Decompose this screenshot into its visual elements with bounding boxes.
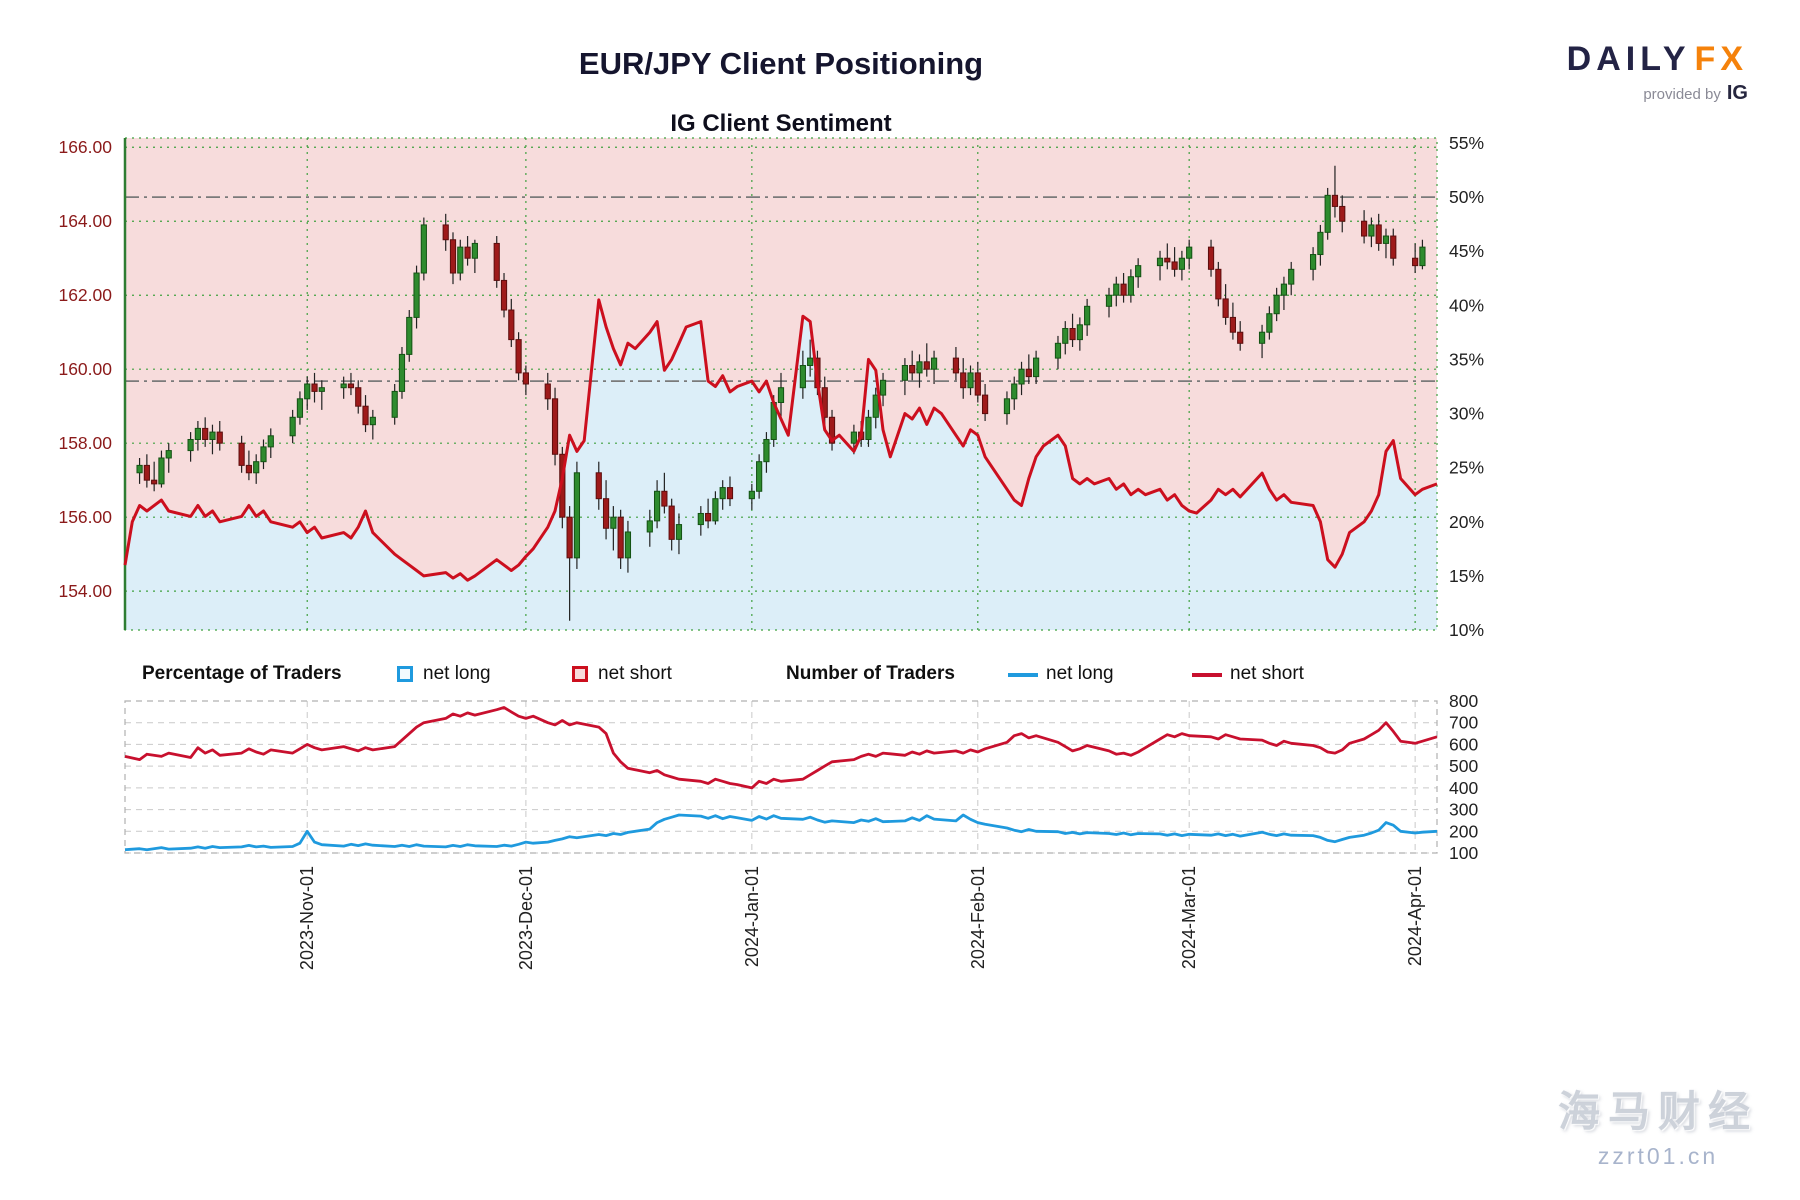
dailyfx-logo: DAILY FX provided by IG — [1567, 40, 1748, 105]
svg-text:20%: 20% — [1449, 512, 1484, 532]
svg-text:400: 400 — [1449, 778, 1478, 798]
svg-text:2024-Feb-01: 2024-Feb-01 — [968, 866, 988, 969]
svg-text:800: 800 — [1449, 691, 1478, 711]
svg-text:50%: 50% — [1449, 187, 1484, 207]
legend-pct-net-long-label: net long — [423, 663, 491, 684]
chart-subtitle: IG Client Sentiment — [670, 110, 892, 137]
provided-by: provided by IG — [1567, 82, 1748, 105]
svg-text:2024-Apr-01: 2024-Apr-01 — [1405, 866, 1425, 966]
legend-count-net-short-label: net short — [1230, 663, 1304, 684]
svg-text:156.00: 156.00 — [58, 507, 112, 527]
ig-logo: IG — [1726, 82, 1748, 104]
logo-fx-text: FX — [1694, 40, 1748, 78]
legend-count-net-long-label: net long — [1046, 663, 1114, 684]
svg-text:2024-Jan-01: 2024-Jan-01 — [742, 866, 762, 967]
provided-by-text: provided by — [1643, 86, 1721, 103]
svg-text:160.00: 160.00 — [58, 359, 112, 379]
svg-text:500: 500 — [1449, 756, 1478, 776]
watermark: 海马财经 zzrt01.cn — [1558, 1078, 1758, 1170]
svg-text:2024-Mar-01: 2024-Mar-01 — [1179, 866, 1199, 969]
svg-text:25%: 25% — [1449, 458, 1484, 478]
legend-count-net-short-swatch — [1192, 673, 1222, 677]
watermark-url: zzrt01.cn — [1597, 1143, 1719, 1169]
legend-count-net-long-swatch — [1008, 673, 1038, 677]
legend-number-title: Number of Traders — [786, 663, 955, 684]
main-chart: 154.00 156.00 158.00 160.00 162.00 164.00 166.… — [58, 133, 1484, 640]
legend-percentage-title: Percentage of Traders — [142, 663, 342, 684]
svg-text:55%: 55% — [1449, 133, 1484, 153]
svg-text:30%: 30% — [1449, 404, 1484, 424]
svg-text:15%: 15% — [1449, 566, 1484, 586]
svg-text:166.00: 166.00 — [58, 137, 112, 157]
svg-text:45%: 45% — [1449, 241, 1484, 261]
svg-text:10%: 10% — [1449, 620, 1484, 640]
svg-text:35%: 35% — [1449, 349, 1484, 369]
svg-text:700: 700 — [1449, 713, 1478, 733]
logo-daily-text: DAILY — [1566, 40, 1691, 78]
legend-pct-net-long-swatch — [397, 666, 413, 682]
svg-text:2023-Dec-01: 2023-Dec-01 — [516, 866, 536, 970]
legend-pct-net-short-label: net short — [598, 663, 672, 684]
svg-text:200: 200 — [1449, 821, 1478, 841]
svg-text:600: 600 — [1449, 734, 1478, 754]
svg-text:40%: 40% — [1449, 295, 1484, 315]
svg-text:162.00: 162.00 — [58, 285, 112, 305]
legend-pct-net-short-swatch — [572, 666, 588, 682]
watermark-name: 海马财经 — [1557, 1088, 1758, 1135]
svg-text:154.00: 154.00 — [58, 581, 112, 601]
svg-text:158.00: 158.00 — [58, 433, 112, 453]
svg-text:100: 100 — [1449, 843, 1478, 863]
svg-text:300: 300 — [1449, 800, 1478, 820]
page-title: EUR/JPY Client Positioning — [578, 46, 984, 81]
svg-text:2023-Nov-01: 2023-Nov-01 — [297, 866, 317, 970]
dailyfx-wordmark: DAILY FX — [1567, 40, 1748, 79]
svg-text:164.00: 164.00 — [58, 211, 112, 231]
